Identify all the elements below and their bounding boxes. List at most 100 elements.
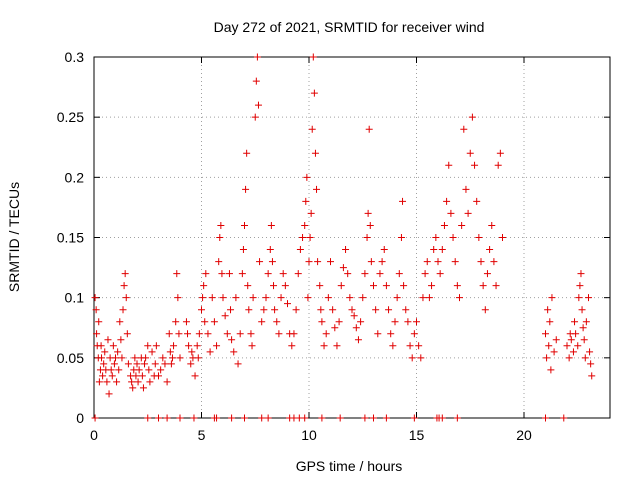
data-point	[146, 378, 154, 386]
data-point	[292, 306, 300, 314]
data-point	[182, 318, 190, 326]
data-point	[251, 113, 259, 121]
data-point	[567, 336, 575, 344]
data-point	[544, 306, 552, 314]
data-point	[120, 282, 128, 290]
data-point	[578, 306, 586, 314]
data-point	[217, 221, 225, 229]
data-point	[460, 125, 468, 133]
x-tick-label: 10	[301, 427, 317, 443]
data-point	[185, 342, 193, 350]
data-point	[376, 270, 384, 278]
data-point	[348, 306, 356, 314]
data-point	[155, 414, 162, 422]
data-point	[428, 282, 436, 290]
data-point	[329, 306, 337, 314]
data-point	[365, 125, 373, 133]
y-tick-label: 0.15	[57, 230, 84, 246]
data-point	[148, 348, 156, 356]
data-point	[227, 306, 235, 314]
data-point	[370, 282, 377, 290]
data-point	[129, 384, 137, 392]
data-point	[254, 101, 262, 109]
data-point	[577, 270, 585, 278]
data-point	[135, 366, 143, 374]
data-point	[234, 360, 242, 368]
data-point	[486, 246, 494, 254]
data-point	[133, 360, 141, 368]
data-point	[385, 306, 393, 314]
data-point	[492, 282, 500, 290]
y-axis-label: SRMTID / TECUs	[6, 182, 22, 292]
data-point	[270, 282, 278, 290]
data-point	[333, 342, 341, 350]
data-point	[307, 209, 315, 217]
data-point	[352, 324, 360, 332]
data-point	[174, 294, 182, 302]
data-point	[449, 234, 457, 241]
data-point	[258, 414, 266, 422]
data-point	[430, 246, 438, 254]
data-point	[499, 234, 506, 241]
data-point	[290, 330, 298, 338]
data-point	[119, 306, 127, 314]
data-point	[417, 354, 425, 362]
data-point	[104, 336, 112, 344]
data-point	[380, 246, 388, 254]
data-point	[350, 312, 358, 320]
data-point	[258, 318, 266, 326]
data-point	[314, 258, 322, 266]
data-point	[157, 366, 165, 374]
data-point	[372, 306, 380, 314]
data-point	[184, 330, 192, 338]
data-point	[92, 306, 100, 314]
data-point	[210, 318, 218, 326]
data-point	[225, 270, 233, 278]
data-point	[256, 258, 264, 266]
data-point	[327, 258, 334, 266]
data-point	[294, 270, 302, 278]
data-point	[451, 258, 459, 266]
data-point	[395, 270, 403, 278]
data-point	[281, 282, 289, 290]
data-point	[357, 318, 365, 326]
data-point	[275, 330, 283, 338]
data-point	[93, 330, 101, 338]
data-point	[221, 312, 229, 320]
data-point	[141, 360, 149, 368]
data-point	[542, 414, 549, 422]
data-point	[413, 318, 420, 326]
data-point	[574, 342, 582, 350]
y-tick-label: 0.1	[65, 290, 85, 306]
data-point	[236, 330, 244, 338]
data-point	[187, 360, 195, 368]
data-point	[305, 258, 313, 266]
data-point	[302, 197, 310, 205]
data-point	[301, 221, 309, 229]
x-axis-label: GPS time / hours	[296, 458, 403, 474]
data-point	[190, 414, 198, 422]
data-point	[585, 294, 592, 302]
data-point	[366, 221, 374, 229]
data-point	[204, 330, 212, 338]
data-point	[248, 342, 256, 350]
data-point	[114, 348, 122, 356]
data-point	[232, 294, 240, 302]
data-point	[436, 270, 444, 278]
data-point	[410, 414, 418, 422]
data-point	[118, 354, 126, 362]
data-point	[144, 342, 152, 350]
data-point	[490, 258, 498, 266]
data-point	[198, 306, 205, 314]
data-point	[159, 354, 167, 362]
data-point	[241, 221, 248, 229]
data-point	[423, 258, 431, 266]
data-point	[406, 342, 414, 350]
data-point	[296, 246, 304, 254]
data-point	[112, 354, 119, 362]
data-point	[389, 342, 397, 350]
data-point	[167, 360, 175, 368]
data-point	[128, 378, 136, 386]
data-point	[95, 378, 103, 386]
